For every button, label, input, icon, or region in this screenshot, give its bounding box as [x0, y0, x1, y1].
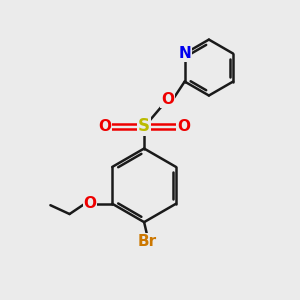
Text: O: O: [84, 196, 97, 211]
Text: S: S: [138, 117, 150, 135]
Text: O: O: [161, 92, 174, 107]
Text: Br: Br: [137, 234, 157, 249]
Text: O: O: [177, 119, 190, 134]
Text: N: N: [178, 46, 191, 61]
Text: O: O: [98, 119, 112, 134]
